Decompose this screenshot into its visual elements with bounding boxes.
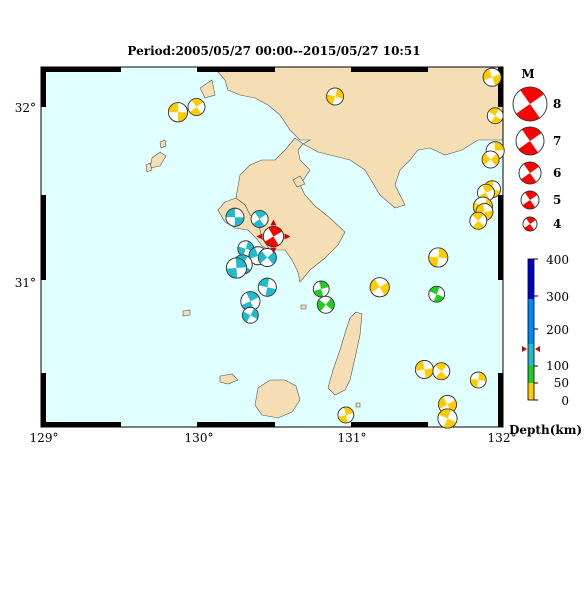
longitude-labels: 129° 130° 131° 132° bbox=[30, 431, 517, 445]
event-beachball bbox=[225, 257, 248, 279]
event-beachball bbox=[326, 87, 344, 106]
event-beachball bbox=[312, 280, 330, 298]
lat-label-32: 32° bbox=[15, 101, 36, 115]
depth-tick-0: 0 bbox=[561, 394, 569, 408]
amakusa-island bbox=[199, 79, 216, 99]
islet-3 bbox=[355, 402, 361, 408]
event-beachball bbox=[469, 211, 488, 230]
event-beachball bbox=[486, 107, 504, 125]
lon-label-131: 131° bbox=[338, 431, 367, 445]
magnitude-legend-ball-4 bbox=[522, 216, 538, 232]
depth-band-300-400 bbox=[528, 259, 534, 299]
event-beachball bbox=[337, 406, 355, 424]
event-beachball bbox=[316, 295, 335, 314]
event-beachball bbox=[437, 408, 458, 429]
depth-legend: 400 300 200 100 50 0 Depth(km) bbox=[509, 253, 582, 437]
lat-label-31: 31° bbox=[15, 276, 36, 290]
event-beachball bbox=[414, 360, 434, 379]
depth-band-0-50 bbox=[528, 383, 534, 400]
magnitude-legend-ball-5 bbox=[520, 190, 540, 210]
latitude-labels: 32° 31° bbox=[15, 101, 36, 290]
event-beachball bbox=[187, 98, 206, 116]
magnitude-legend-ball-6 bbox=[518, 161, 542, 185]
islet-4 bbox=[292, 175, 306, 188]
map-area bbox=[40, 66, 505, 429]
mag-label-6: 6 bbox=[553, 166, 561, 180]
koshiki-island-2 bbox=[145, 162, 153, 173]
event-beachball bbox=[469, 371, 487, 389]
magnitude-legend-ball-7 bbox=[515, 126, 545, 156]
depth-marker bbox=[522, 346, 540, 352]
event-beachball bbox=[369, 277, 390, 298]
mag-label-8: 8 bbox=[553, 97, 561, 111]
depth-tick-200: 200 bbox=[546, 323, 569, 337]
event-beachball bbox=[482, 67, 502, 87]
event-markers bbox=[167, 67, 505, 429]
main-event-indicators bbox=[256, 219, 291, 254]
tanegashima bbox=[327, 311, 363, 396]
mag-label-7: 7 bbox=[553, 134, 561, 148]
event-beachball bbox=[481, 150, 500, 169]
koshiki-island-3 bbox=[159, 139, 167, 149]
event-beachball bbox=[257, 248, 277, 267]
islet-2 bbox=[300, 304, 307, 310]
depth-band-50-100 bbox=[528, 366, 534, 383]
magnitude-legend-ball-8 bbox=[512, 86, 548, 122]
lon-label-129: 129° bbox=[30, 431, 59, 445]
main-event-beachball bbox=[262, 225, 285, 248]
event-beachball bbox=[428, 285, 446, 303]
event-beachball bbox=[432, 362, 451, 381]
mag-label-4: 4 bbox=[553, 217, 561, 231]
map-title: Period:2005/05/27 00:00--2015/05/27 10:5… bbox=[127, 44, 420, 58]
magnitude-legend-title: M bbox=[521, 67, 534, 81]
depth-tick-400: 400 bbox=[546, 253, 569, 267]
event-beachball bbox=[225, 207, 245, 227]
yakushima bbox=[254, 379, 301, 419]
event-beachball bbox=[167, 102, 188, 123]
map-frame-bars bbox=[40, 66, 504, 428]
depth-tick-100: 100 bbox=[546, 359, 569, 373]
magnitude-legend: M 8 7 6 5 4 bbox=[512, 67, 561, 232]
mag-label-5: 5 bbox=[553, 193, 561, 207]
event-beachball bbox=[257, 277, 277, 297]
islet-1 bbox=[182, 309, 191, 317]
depth-band-100-200 bbox=[528, 344, 534, 366]
magnitude-legend-balls bbox=[512, 86, 548, 232]
event-beachball bbox=[250, 210, 269, 228]
land-layer bbox=[145, 67, 503, 419]
lon-label-132: 132° bbox=[488, 431, 517, 445]
depth-band-200-300 bbox=[528, 299, 534, 344]
lon-label-130: 130° bbox=[185, 431, 214, 445]
event-beachball bbox=[428, 247, 449, 268]
kuchinoerabu bbox=[219, 373, 239, 385]
event-beachball bbox=[242, 306, 259, 324]
depth-tick-300: 300 bbox=[546, 290, 569, 304]
depth-legend-label: Depth(km) bbox=[509, 423, 582, 437]
depth-tick-50: 50 bbox=[554, 376, 569, 390]
